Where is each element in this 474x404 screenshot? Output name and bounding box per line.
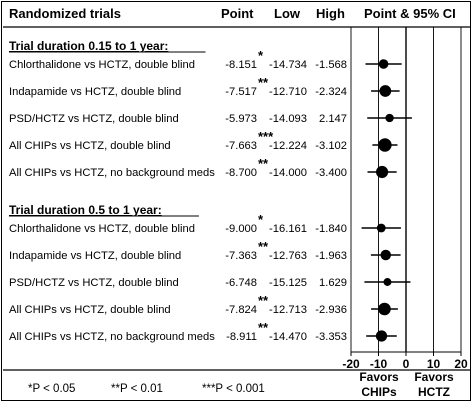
x-axis: -20 -10 0 10 20: [342, 351, 468, 371]
ci-high: -1.840: [315, 223, 347, 235]
x-tick-label: -20: [342, 357, 360, 371]
footnote-p01: **P < 0.01: [111, 383, 163, 395]
ci-low: -14.000: [269, 167, 307, 179]
group-title: Trial duration 0.15 to 1 year:: [9, 39, 168, 53]
header-low: Low: [274, 6, 301, 21]
ci-high: -3.353: [315, 331, 347, 343]
forest-row: PSD/HCTZ vs HCTZ, double blind -6.748 -15.…: [9, 277, 411, 289]
point-estimate: -9.000: [225, 223, 257, 235]
ci-high: -2.936: [315, 304, 347, 316]
ci-low: -12.224: [269, 140, 307, 152]
header-point-95ci: Point & 95% CI: [364, 6, 456, 21]
point-marker: [383, 278, 392, 286]
point-marker: [379, 85, 392, 97]
ci-low: -16.161: [269, 223, 307, 235]
x-tick-label: 20: [454, 357, 468, 371]
study-label: All CHIPs vs HCTZ, no background meds: [9, 167, 215, 179]
point-estimate: -7.517: [225, 86, 257, 98]
header-point: Point: [221, 6, 254, 21]
ci-low: -15.125: [269, 277, 307, 289]
point-estimate: -8.700: [225, 167, 257, 179]
significance-stars: *: [258, 212, 264, 227]
group-title: Trial duration 0.5 to 1 year:: [9, 203, 162, 217]
significance-stars: **: [258, 75, 269, 90]
significance-stars: **: [258, 320, 269, 335]
forest-row: All CHIPs vs HCTZ, no background meds -8.…: [9, 156, 397, 179]
forest-row: All CHIPs vs HCTZ, double blind -7.824**-…: [9, 293, 398, 316]
point-marker: [378, 138, 392, 152]
point-marker: [380, 249, 391, 261]
point-marker: [385, 113, 394, 123]
favors-chips-line2: CHIPs: [361, 385, 397, 399]
favors-hctz-line1: Favors: [414, 370, 454, 384]
header-high: High: [316, 6, 345, 21]
x-tick-label: 0: [403, 357, 410, 371]
forest-rows: Trial duration 0.15 to 1 year:Chlorthali…: [9, 39, 412, 343]
significance-stars: **: [258, 156, 269, 171]
favors-hctz-line2: HCTZ: [418, 385, 450, 399]
ci-low: -12.763: [269, 250, 307, 262]
significance-stars: *: [258, 48, 264, 63]
forest-row: All CHIPs vs HCTZ, no background meds -8.…: [9, 320, 397, 343]
point-estimate: -7.824: [225, 304, 257, 316]
header-randomized-trials: Randomized trials: [9, 6, 121, 21]
ci-high: -1.568: [315, 59, 347, 71]
forest-row: All CHIPs vs HCTZ, double blind -7.663***…: [9, 129, 398, 152]
significance-stars: **: [258, 239, 269, 254]
study-label: Chlorthalidone vs HCTZ, double blind: [9, 59, 195, 71]
point-marker: [376, 165, 389, 179]
forest-row: PSD/HCTZ vs HCTZ, double blind -5.973 -14.…: [9, 113, 412, 125]
point-estimate: -7.363: [225, 250, 257, 262]
point-marker: [378, 59, 389, 69]
study-label: All CHIPs vs HCTZ, double blind: [9, 304, 171, 316]
forest-row: Chlorthalidone vs HCTZ, double blind -8.1…: [9, 48, 402, 71]
study-label: Indapamide vs HCTZ, double blind: [9, 86, 181, 98]
forest-row: Indapamide vs HCTZ, double blind -7.517**…: [9, 75, 400, 98]
ci-low: -14.734: [269, 59, 307, 71]
study-label: All CHIPs vs HCTZ, double blind: [9, 140, 171, 152]
point-estimate: -5.973: [225, 113, 257, 125]
ci-high: 1.629: [319, 277, 347, 289]
ci-low: -14.093: [269, 113, 307, 125]
point-estimate: -6.748: [225, 277, 257, 289]
point-estimate: -8.911: [226, 331, 257, 343]
ci-high: -1.963: [315, 250, 347, 262]
study-label: Chlorthalidone vs HCTZ, double blind: [9, 223, 195, 235]
study-label: All CHIPs vs HCTZ, no background meds: [9, 331, 215, 343]
ci-high: -3.102: [315, 140, 347, 152]
forest-row: Chlorthalidone vs HCTZ, double blind -9.0…: [9, 212, 401, 235]
favors-chips-line1: Favors: [359, 370, 399, 384]
study-label: Indapamide vs HCTZ, double blind: [9, 250, 181, 262]
point-marker: [376, 223, 386, 233]
significance-stars: ***: [258, 129, 274, 144]
forest-row: Indapamide vs HCTZ, double blind -7.363**…: [9, 239, 401, 262]
ci-low: -12.713: [269, 304, 307, 316]
footnote-p001: ***P < 0.001: [202, 383, 265, 395]
study-label: PSD/HCTZ vs HCTZ, double blind: [9, 113, 179, 125]
footnote-p05: *P < 0.05: [28, 383, 75, 395]
ci-low: -12.710: [269, 86, 307, 98]
footnotes: *P < 0.05 **P < 0.01 ***P < 0.001: [28, 383, 265, 395]
point-estimate: -8.151: [225, 59, 257, 71]
significance-stars: **: [258, 293, 269, 308]
study-label: PSD/HCTZ vs HCTZ, double blind: [9, 277, 179, 289]
column-headers: Randomized trials Point Low High Point &…: [9, 6, 456, 21]
x-tick-label: 10: [427, 357, 441, 371]
favors-labels: Favors CHIPs Favors HCTZ: [359, 370, 454, 399]
ci-grid: [350, 27, 462, 352]
point-estimate: -7.663: [225, 140, 257, 152]
point-marker: [375, 330, 388, 342]
ci-high: -2.324: [315, 86, 347, 98]
ci-low: -14.470: [269, 331, 307, 343]
point-marker: [378, 302, 391, 316]
ci-high: 2.147: [319, 113, 347, 125]
ci-high: -3.400: [315, 167, 347, 179]
x-tick-label: -10: [370, 357, 388, 371]
